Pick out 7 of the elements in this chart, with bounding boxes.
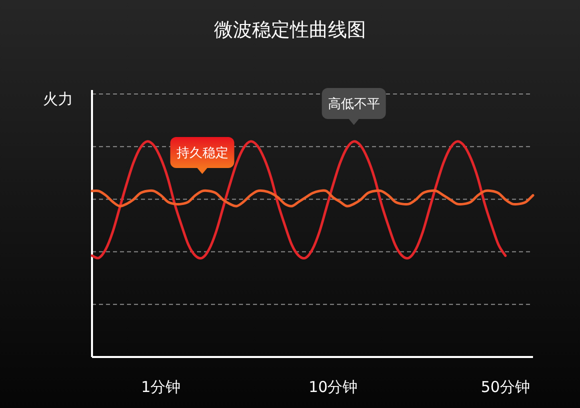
y-axis-title: 火力 <box>43 90 73 108</box>
text: 持久稳定 <box>176 146 228 161</box>
chart-title: 微波稳定性曲线图 <box>214 19 366 41</box>
text: 高低不平 <box>328 96 380 112</box>
x-tick-label: 1分钟 <box>141 378 181 396</box>
x-tick-label: 50分钟 <box>480 378 530 396</box>
x-tick-label: 10分钟 <box>308 378 358 396</box>
